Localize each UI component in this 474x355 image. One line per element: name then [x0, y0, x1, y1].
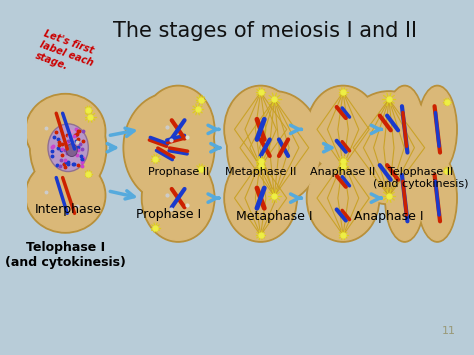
- Text: Interphase: Interphase: [35, 203, 101, 216]
- Ellipse shape: [224, 154, 297, 242]
- Ellipse shape: [226, 156, 295, 240]
- Ellipse shape: [66, 144, 77, 157]
- Text: Let's first
label each
stage.: Let's first label each stage.: [34, 28, 99, 79]
- Text: Metaphase II: Metaphase II: [225, 168, 296, 178]
- Ellipse shape: [226, 87, 295, 171]
- Ellipse shape: [25, 94, 106, 169]
- Text: Metaphase I: Metaphase I: [236, 210, 313, 223]
- Ellipse shape: [385, 86, 425, 173]
- Ellipse shape: [27, 160, 104, 231]
- Ellipse shape: [387, 87, 423, 171]
- Text: Prophase II: Prophase II: [147, 168, 209, 178]
- Ellipse shape: [25, 158, 106, 233]
- Ellipse shape: [141, 86, 215, 173]
- Ellipse shape: [141, 154, 215, 242]
- Ellipse shape: [143, 87, 213, 171]
- Ellipse shape: [306, 86, 380, 173]
- Ellipse shape: [227, 91, 322, 204]
- Ellipse shape: [339, 91, 438, 204]
- Text: The stages of meiosis I and II: The stages of meiosis I and II: [113, 21, 417, 41]
- Ellipse shape: [123, 93, 215, 203]
- Ellipse shape: [48, 124, 88, 171]
- Ellipse shape: [308, 156, 378, 240]
- Text: Prophase I: Prophase I: [137, 208, 201, 221]
- Ellipse shape: [31, 100, 105, 195]
- Ellipse shape: [306, 154, 380, 242]
- Text: Telophase II
(and cytokinesis): Telophase II (and cytokinesis): [373, 168, 469, 189]
- Ellipse shape: [417, 86, 457, 173]
- Ellipse shape: [27, 95, 104, 167]
- Text: Telophase I
(and cytokinesis): Telophase I (and cytokinesis): [5, 241, 126, 269]
- Text: Anaphase I: Anaphase I: [354, 210, 424, 223]
- Text: Anaphase II: Anaphase II: [310, 168, 376, 178]
- Ellipse shape: [143, 156, 213, 240]
- Ellipse shape: [224, 86, 297, 173]
- Ellipse shape: [419, 156, 456, 240]
- Text: 11: 11: [442, 326, 456, 335]
- Ellipse shape: [419, 87, 456, 171]
- Ellipse shape: [308, 87, 378, 171]
- Ellipse shape: [385, 154, 425, 242]
- Ellipse shape: [341, 93, 437, 203]
- Ellipse shape: [387, 156, 423, 240]
- Ellipse shape: [417, 154, 457, 242]
- Ellipse shape: [228, 93, 320, 203]
- Ellipse shape: [125, 94, 213, 201]
- Ellipse shape: [30, 98, 107, 197]
